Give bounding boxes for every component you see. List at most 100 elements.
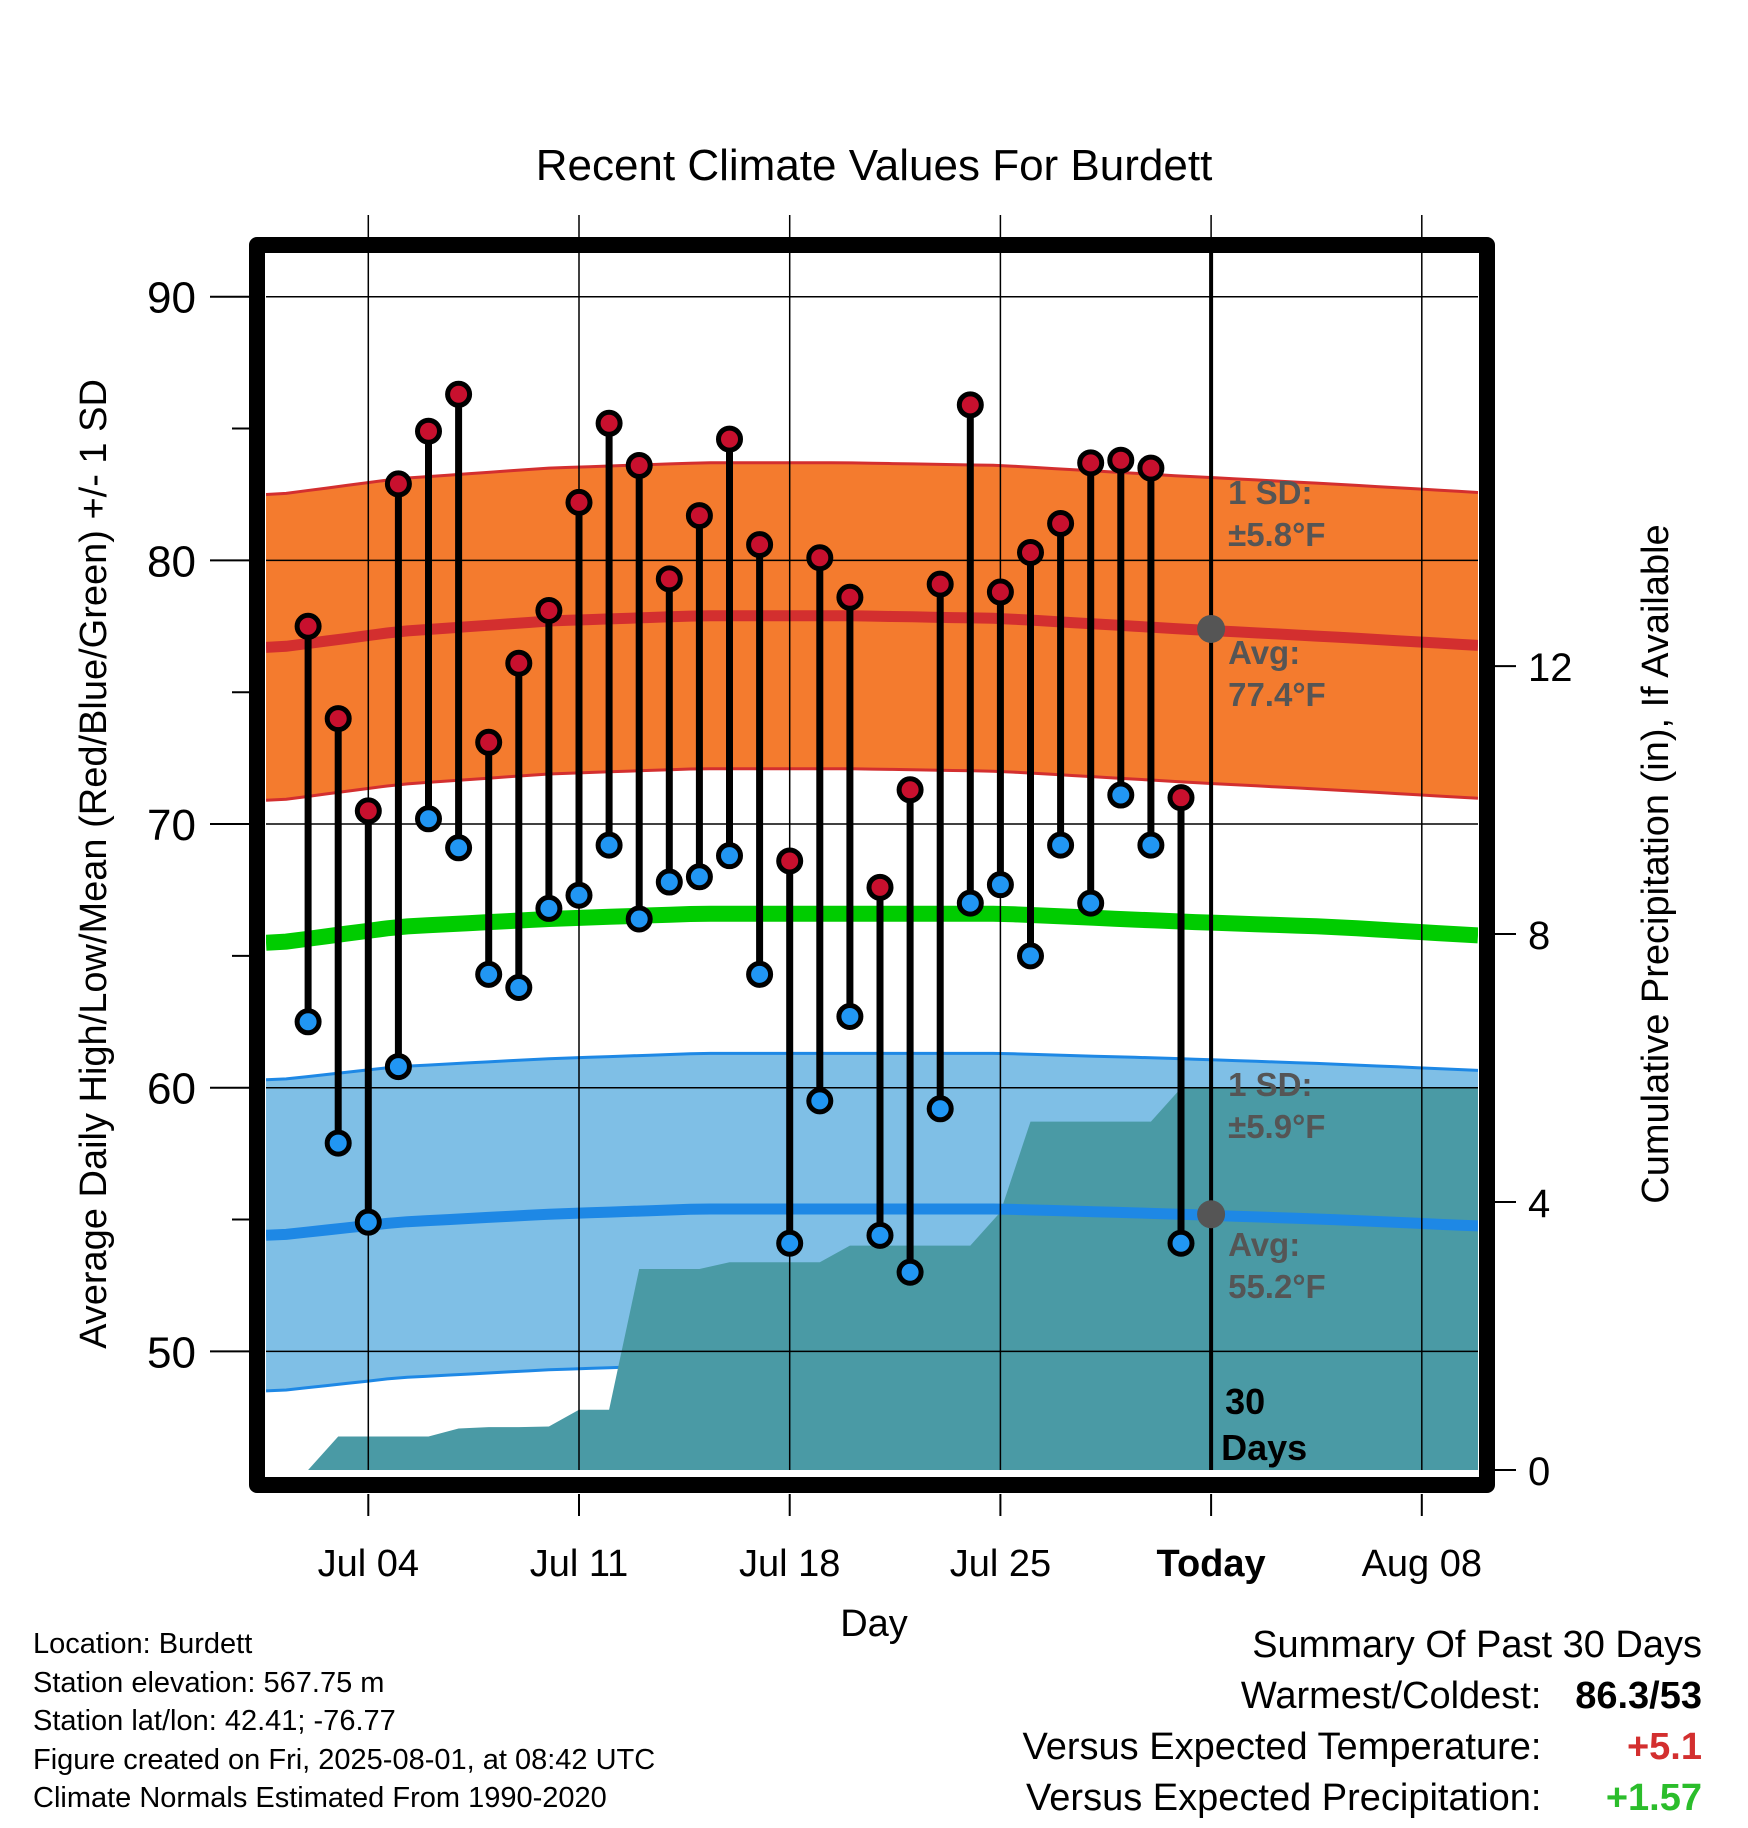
low-point	[1137, 831, 1165, 859]
low-point	[595, 831, 623, 859]
high-point	[776, 847, 804, 875]
high-point	[1107, 446, 1135, 474]
low-point	[896, 1258, 924, 1286]
high-normal-line	[266, 610, 1478, 653]
low-point	[956, 889, 984, 917]
y2-axis-label: Cumulative Precipitation (in), If Availa…	[1635, 524, 1677, 1203]
y-tick-label: 50	[147, 1328, 196, 1377]
low-point	[685, 863, 713, 891]
low-point	[294, 1008, 322, 1036]
high-point	[806, 544, 834, 572]
mean-normal-line	[266, 905, 1478, 951]
normals-text: Climate Normals Estimated From 1990-2020	[33, 1782, 607, 1814]
low-point	[384, 1053, 412, 1081]
chart-title: Recent Climate Values For Burdett	[536, 141, 1213, 190]
high-point	[685, 502, 713, 530]
x-tick-label-today: Today	[1157, 1543, 1266, 1585]
low-point	[776, 1229, 804, 1257]
y-tick-label: 80	[147, 537, 196, 586]
high-point	[505, 649, 533, 677]
window-label-number: 30	[1225, 1381, 1265, 1422]
x-tick-label: Jul 04	[318, 1543, 419, 1585]
low-point	[505, 974, 533, 1002]
x-tick-label: Jul 25	[950, 1543, 1051, 1585]
y2-tick-label: 0	[1528, 1450, 1550, 1494]
low-normal-line	[266, 1203, 1478, 1241]
low-avg-label: Avg:	[1228, 1226, 1300, 1263]
precip-anomaly-value: +1.57	[1605, 1777, 1702, 1819]
y-tick-label: 60	[147, 1065, 196, 1114]
y-axis-label: Average Daily High/Low/Mean (Red/Blue/Gr…	[73, 379, 115, 1349]
y2-tick-label: 4	[1528, 1182, 1550, 1226]
low-point	[716, 842, 743, 870]
high-point	[1047, 509, 1075, 537]
elevation-text: Station elevation: 567.75 m	[33, 1666, 385, 1699]
station-info: Location: Burdett Station elevation: 567…	[33, 1625, 655, 1818]
low-point	[1167, 1229, 1195, 1257]
high-avg-value: 77.4°F	[1228, 676, 1326, 713]
low-point	[866, 1221, 894, 1249]
high-point	[716, 425, 743, 453]
latlon-text: Station lat/lon: 42.41; -76.77	[33, 1705, 396, 1737]
high-point	[294, 612, 322, 640]
today-low-normal-marker	[1197, 1200, 1226, 1229]
high-avg-label: Avg:	[1228, 634, 1300, 671]
x-tick-label: Aug 08	[1362, 1543, 1482, 1585]
high-point	[1167, 784, 1195, 812]
summary-title: Summary Of Past 30 Days	[1252, 1624, 1702, 1666]
high-point	[595, 409, 623, 437]
summary-panel: Summary Of Past 30 Days Warmest/Coldest:…	[1023, 1620, 1702, 1824]
low-sd-band-upper	[266, 1051, 1478, 1082]
y-tick-label: 90	[147, 274, 196, 323]
precip-anomaly-row: Versus Expected Precipitation: +1.57	[1023, 1773, 1702, 1824]
warm-cold-value: 86.3/53	[1575, 1675, 1702, 1717]
high-point	[655, 565, 683, 593]
high-point	[836, 583, 864, 611]
plot-area: 1 SD: ±5.8°F Avg: 77.4°F 1 SD: ±5.9°F Avg: 55.2…	[147, 215, 1573, 1585]
high-point	[746, 531, 774, 559]
x-tick-label: Jul 11	[530, 1543, 629, 1585]
warm-cold-row: Warmest/Coldest: 86.3/53	[1023, 1671, 1702, 1722]
low-point	[746, 960, 774, 988]
high-point	[625, 451, 653, 479]
high-point	[866, 873, 894, 901]
plot-inner	[266, 295, 1478, 1470]
low-sd-label: 1 SD:	[1228, 1066, 1312, 1103]
high-point	[384, 470, 412, 498]
low-point	[1017, 942, 1044, 970]
low-point	[475, 960, 503, 988]
high-point	[565, 488, 593, 516]
high-sd-band	[266, 462, 1478, 801]
y2-tick-label: 8	[1528, 914, 1550, 958]
high-sd-band-upper	[266, 461, 1478, 496]
high-point	[896, 776, 924, 804]
high-point	[956, 391, 984, 419]
high-point	[445, 380, 473, 408]
high-point	[1077, 449, 1105, 477]
low-point	[625, 905, 653, 933]
low-avg-value: 55.2°F	[1228, 1268, 1326, 1305]
today-high-normal-marker	[1197, 614, 1226, 643]
temp-anomaly-value: +5.1	[1626, 1726, 1702, 1768]
temp-anomaly-row: Versus Expected Temperature: +5.1	[1023, 1722, 1702, 1773]
y2-tick-label: 12	[1528, 646, 1573, 690]
low-point	[1107, 781, 1135, 809]
high-point	[926, 570, 954, 598]
high-sd-label: 1 SD:	[1228, 474, 1312, 511]
low-point	[324, 1129, 352, 1157]
y-tick-label: 70	[147, 801, 196, 850]
low-point	[445, 834, 473, 862]
high-sd-value: ±5.8°F	[1228, 516, 1325, 553]
warm-cold-label: Warmest/Coldest:	[1240, 1675, 1542, 1717]
low-point	[655, 868, 683, 896]
low-point	[565, 881, 593, 909]
low-point	[1047, 831, 1075, 859]
location-text: Location: Burdett	[33, 1628, 253, 1660]
temp-anomaly-label: Versus Expected Temperature:	[1022, 1726, 1542, 1768]
high-point	[354, 797, 382, 825]
low-sd-value: ±5.9°F	[1228, 1108, 1325, 1145]
plot-frame	[249, 237, 1495, 1493]
low-point	[1077, 889, 1105, 917]
high-sd-band-lower	[266, 767, 1478, 802]
